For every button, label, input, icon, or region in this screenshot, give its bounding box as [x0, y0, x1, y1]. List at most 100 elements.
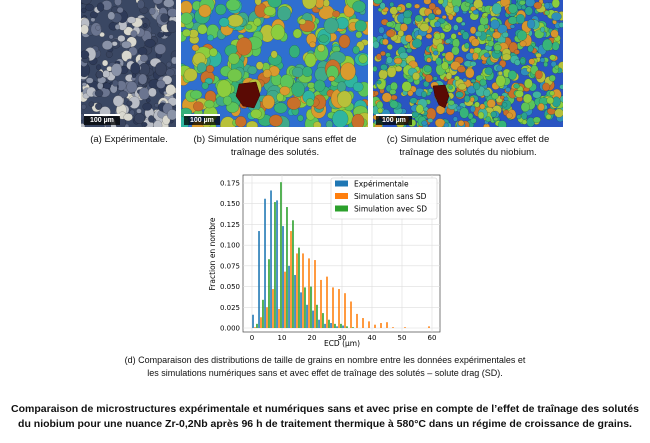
bar-simulation-sans-sd — [344, 293, 346, 328]
bar-simulation-avec-sd — [352, 327, 354, 328]
scale-bar: 100 µm — [376, 114, 412, 125]
x-tick-label: 20 — [308, 334, 317, 342]
scale-bar: 100 µm — [84, 114, 120, 125]
caption-b: (b) Simulation numérique sans effet de t… — [170, 133, 380, 159]
bar-exp-rimentale — [288, 265, 290, 328]
bar-simulation-sans-sd — [428, 326, 430, 328]
legend-label: Expérimentale — [354, 180, 409, 189]
legend-label: Simulation sans SD — [354, 192, 427, 201]
micrograph-experimental: 100 µm — [81, 0, 176, 127]
y-tick-label: 0.150 — [220, 200, 240, 208]
bar-simulation-avec-sd — [340, 323, 342, 328]
bar-exp-rimentale — [276, 200, 278, 328]
y-tick-label: 0.075 — [220, 262, 240, 270]
y-axis-label: Fraction en nombre — [208, 217, 217, 290]
bar-simulation-sans-sd — [368, 321, 370, 328]
bar-simulation-sans-sd — [320, 279, 322, 328]
chart-caption: (d) Comparaison des distributions de tai… — [0, 354, 650, 380]
bar-exp-rimentale — [300, 292, 302, 328]
bar-simulation-sans-sd — [266, 307, 268, 328]
bar-simulation-sans-sd — [338, 289, 340, 328]
caption-c-line2: traînage des solutés du niobium. — [399, 147, 537, 158]
bar-exp-rimentale — [306, 304, 308, 328]
bar-simulation-sans-sd — [350, 301, 352, 328]
caption-c: (c) Simulation numérique avec effet de t… — [363, 133, 573, 159]
bar-simulation-avec-sd — [304, 287, 306, 328]
bar-exp-rimentale — [312, 310, 314, 328]
bar-simulation-avec-sd — [322, 313, 324, 328]
bar-simulation-avec-sd — [310, 286, 312, 328]
bar-exp-rimentale — [330, 323, 332, 328]
bar-exp-rimentale — [324, 323, 326, 328]
bar-simulation-sans-sd — [254, 327, 256, 328]
figure-caption-line2: du niobium pour une nuance Zr-0,2Nb aprè… — [18, 418, 632, 430]
bar-simulation-sans-sd — [296, 253, 298, 328]
bar-simulation-sans-sd — [332, 287, 334, 328]
y-tick-label: 0.025 — [220, 304, 240, 312]
bar-simulation-avec-sd — [262, 299, 264, 328]
bar-exp-rimentale — [264, 198, 266, 328]
bar-simulation-sans-sd — [356, 313, 358, 328]
bar-simulation-sans-sd — [278, 308, 280, 328]
bar-simulation-sans-sd — [362, 318, 364, 328]
bar-simulation-avec-sd — [328, 319, 330, 328]
bar-exp-rimentale — [318, 319, 320, 328]
bar-exp-rimentale — [252, 314, 254, 328]
bar-simulation-avec-sd — [292, 220, 294, 328]
x-tick-label: 30 — [338, 334, 347, 342]
chart-caption-line2: les simulations numériques sans et avec … — [147, 368, 503, 378]
scale-bar: 100 µm — [184, 114, 220, 125]
caption-a: (a) Expérimentale. — [90, 134, 168, 145]
legend-label: Simulation avec SD — [354, 205, 427, 214]
legend: Expérimentale Simulation sans SD Simulatio… — [330, 177, 438, 220]
bar-simulation-sans-sd — [308, 258, 310, 328]
legend-swatch — [335, 180, 348, 187]
legend-swatch — [335, 205, 348, 212]
bar-simulation-sans-sd — [392, 327, 394, 328]
y-tick-label: 0.000 — [220, 325, 240, 333]
bar-simulation-sans-sd — [386, 322, 388, 328]
bar-simulation-sans-sd — [260, 317, 262, 328]
y-tick-label: 0.125 — [220, 221, 240, 229]
bar-exp-rimentale — [282, 226, 284, 328]
bar-simulation-sans-sd — [272, 289, 274, 328]
caption-c-line1: (c) Simulation numérique avec effet de — [386, 134, 550, 145]
bar-exp-rimentale — [336, 326, 338, 328]
bar-simulation-sans-sd — [290, 231, 292, 328]
y-tick-label: 0.050 — [220, 283, 240, 291]
bar-simulation-sans-sd — [326, 276, 328, 328]
x-axis-label: ECD (µm) — [324, 339, 360, 348]
caption-b-line2: traînage des solutés. — [230, 147, 320, 158]
figure-caption: Comparaison de microstructures expérimen… — [0, 402, 650, 432]
bar-simulation-avec-sd — [316, 304, 318, 328]
y-tick-label: 0.100 — [220, 242, 240, 250]
bar-exp-rimentale — [270, 190, 272, 328]
bar-simulation-sans-sd — [284, 271, 286, 328]
x-tick-label: 50 — [398, 334, 407, 342]
bar-exp-rimentale — [258, 231, 260, 328]
caption-b-line1: (b) Simulation numérique sans effet de — [193, 134, 357, 145]
x-tick-label: 60 — [428, 334, 437, 342]
bar-simulation-avec-sd — [346, 326, 348, 328]
legend-swatch — [335, 193, 348, 199]
bar-simulation-sans-sd — [380, 323, 382, 328]
bar-simulation-avec-sd — [286, 207, 288, 328]
bar-simulation-sans-sd — [374, 324, 376, 328]
micrograph-simulation-without-sd: 100 µm — [181, 0, 368, 127]
figure-caption-line1: Comparaison de microstructures expérimen… — [11, 403, 639, 415]
bar-simulation-avec-sd — [256, 323, 258, 328]
bar-simulation-sans-sd — [302, 253, 304, 328]
bar-simulation-avec-sd — [298, 247, 300, 328]
micrograph-simulation-with-sd: 100 µm — [373, 0, 563, 127]
chart-caption-line1: (d) Comparaison des distributions de tai… — [124, 355, 526, 365]
bar-exp-rimentale — [294, 274, 296, 328]
bar-simulation-avec-sd — [268, 259, 270, 328]
bar-simulation-avec-sd — [280, 182, 282, 328]
y-tick-label: 0.175 — [220, 180, 240, 188]
x-tick-label: 10 — [278, 334, 287, 342]
bar-simulation-avec-sd — [274, 202, 276, 328]
x-tick-label: 0 — [250, 334, 254, 342]
bar-simulation-sans-sd — [404, 327, 406, 328]
bar-exp-rimentale — [342, 325, 344, 328]
